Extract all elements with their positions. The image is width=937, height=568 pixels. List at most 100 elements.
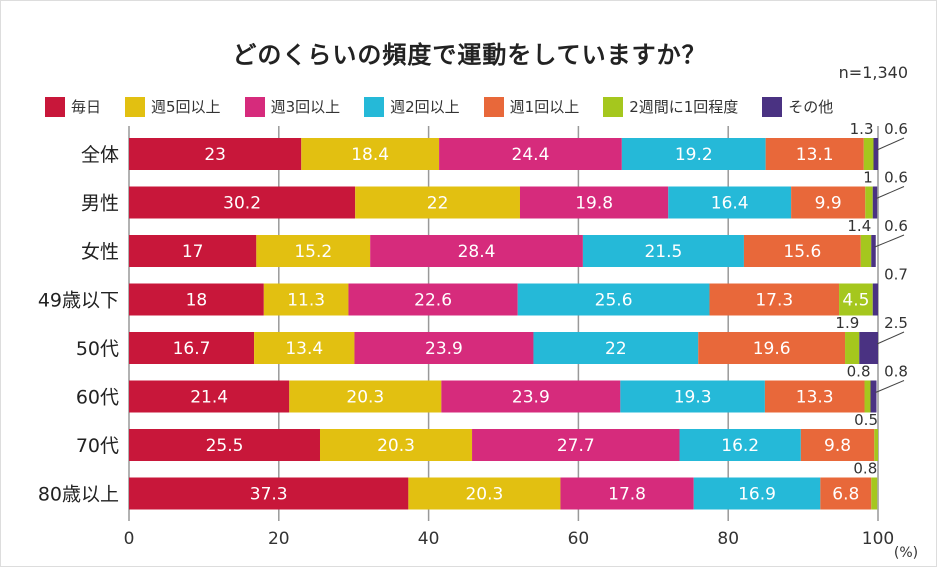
legend-swatch	[483, 96, 504, 117]
legend: 毎日 週5回以上 週3回以上 週2回以上 週1回以上 2週間に1回程度 その他	[45, 96, 833, 117]
bar-segment	[871, 235, 876, 267]
bar-segment	[129, 477, 409, 510]
category-label: 50代	[76, 338, 119, 360]
category-label: 70代	[76, 435, 119, 457]
legend-label: 週5回以上	[151, 98, 221, 116]
legend-label: 週3回以上	[270, 98, 341, 116]
bar-segment	[582, 235, 744, 267]
data-label: 1.9	[835, 314, 859, 332]
leader-line	[875, 380, 905, 393]
category-label: 全体	[81, 144, 119, 166]
data-label: 1.4	[847, 217, 871, 235]
bar-segment	[620, 380, 765, 413]
unit-label: (%)	[894, 545, 918, 561]
data-label: 16.7	[173, 339, 211, 359]
data-label: 0.5	[854, 411, 878, 429]
data-label: 16.2	[721, 436, 759, 456]
data-label: 22	[605, 339, 627, 359]
bar-segment	[129, 283, 264, 316]
bar-segment	[129, 332, 255, 364]
bar-segment	[517, 283, 710, 316]
data-label: 4.5	[842, 291, 869, 311]
bar-segment	[263, 283, 349, 316]
data-label: 2.5	[884, 314, 908, 332]
bar-segment	[820, 477, 872, 510]
data-label: 6.8	[832, 485, 859, 505]
data-label: 25.6	[595, 291, 633, 311]
bar-segment	[859, 332, 878, 364]
data-label: 0.8	[853, 460, 877, 478]
data-label: 17.3	[755, 291, 793, 311]
data-label: 20.3	[377, 436, 415, 456]
data-label: 23	[204, 145, 226, 165]
bar-segment	[621, 138, 766, 170]
bar-segment	[839, 283, 873, 316]
data-label: 13.1	[796, 145, 834, 165]
data-label: 37.3	[250, 485, 288, 505]
bar-segment	[256, 235, 371, 267]
legend-swatch	[762, 96, 783, 117]
x-tick-label: 100	[862, 529, 894, 549]
bar-segment	[800, 429, 875, 461]
x-tick-label: 60	[568, 529, 590, 549]
bar-segment	[873, 138, 878, 170]
legend-item: 2週間に1回程度	[603, 96, 738, 117]
data-label: 25.5	[206, 436, 244, 456]
legend-swatch	[364, 96, 385, 117]
data-label: 28.4	[458, 242, 496, 262]
bar-segment	[129, 138, 302, 170]
category-label: 80歳以上	[38, 484, 119, 506]
data-label: 9.9	[815, 194, 842, 214]
data-label: 21.4	[190, 388, 228, 408]
data-label: 9.8	[824, 436, 851, 456]
data-label: 15.2	[294, 242, 332, 262]
data-label: 23.9	[425, 339, 463, 359]
sample-size: n=1,340	[838, 63, 908, 82]
data-label: 18	[186, 291, 208, 311]
legend-item: 週3回以上	[244, 96, 341, 117]
bar-segment	[129, 186, 356, 219]
legend-item: その他	[762, 96, 833, 117]
x-tick-label: 20	[268, 529, 290, 549]
category-label: 60代	[76, 387, 119, 409]
bar-segment	[668, 186, 792, 219]
x-tick-label: 40	[418, 529, 440, 549]
leader-line	[876, 186, 905, 199]
bar-segment	[560, 477, 694, 510]
data-label: 19.2	[675, 145, 713, 165]
data-label: 18.4	[351, 145, 389, 165]
data-label: 20.3	[346, 388, 384, 408]
data-label: 17	[182, 242, 204, 262]
bar-segment	[764, 380, 865, 413]
bar-segment	[845, 332, 860, 364]
bar-segment	[870, 380, 877, 413]
data-label: 19.6	[753, 339, 791, 359]
bar-segment	[860, 235, 872, 267]
legend-swatch	[603, 96, 624, 117]
legend-label: 2週間に1回程度	[629, 98, 739, 116]
legend-item: 週5回以上	[125, 96, 221, 117]
category-label: 女性	[81, 241, 119, 263]
bar-segment	[874, 429, 878, 461]
bar-segment	[791, 186, 866, 219]
bar-segment	[319, 429, 473, 461]
bar-segment	[871, 477, 878, 510]
bar-segment	[698, 332, 846, 364]
data-label: 19.8	[575, 194, 613, 214]
bar-segment	[254, 332, 355, 364]
bar-segment	[863, 138, 874, 170]
data-label: 15.6	[783, 242, 821, 262]
x-tick-label: 80	[717, 529, 739, 549]
data-label: 20.3	[465, 485, 503, 505]
bar-segment	[355, 186, 520, 219]
bar-segment	[354, 332, 534, 364]
legend-item: 毎日	[45, 96, 101, 117]
x-tick-label: 0	[124, 529, 135, 549]
bar-segment	[370, 235, 583, 267]
data-label: 23.9	[512, 388, 550, 408]
data-label: 30.2	[223, 194, 261, 214]
data-label: 17.8	[608, 485, 646, 505]
legend-swatch	[45, 96, 65, 117]
category-label: 男性	[81, 193, 119, 215]
